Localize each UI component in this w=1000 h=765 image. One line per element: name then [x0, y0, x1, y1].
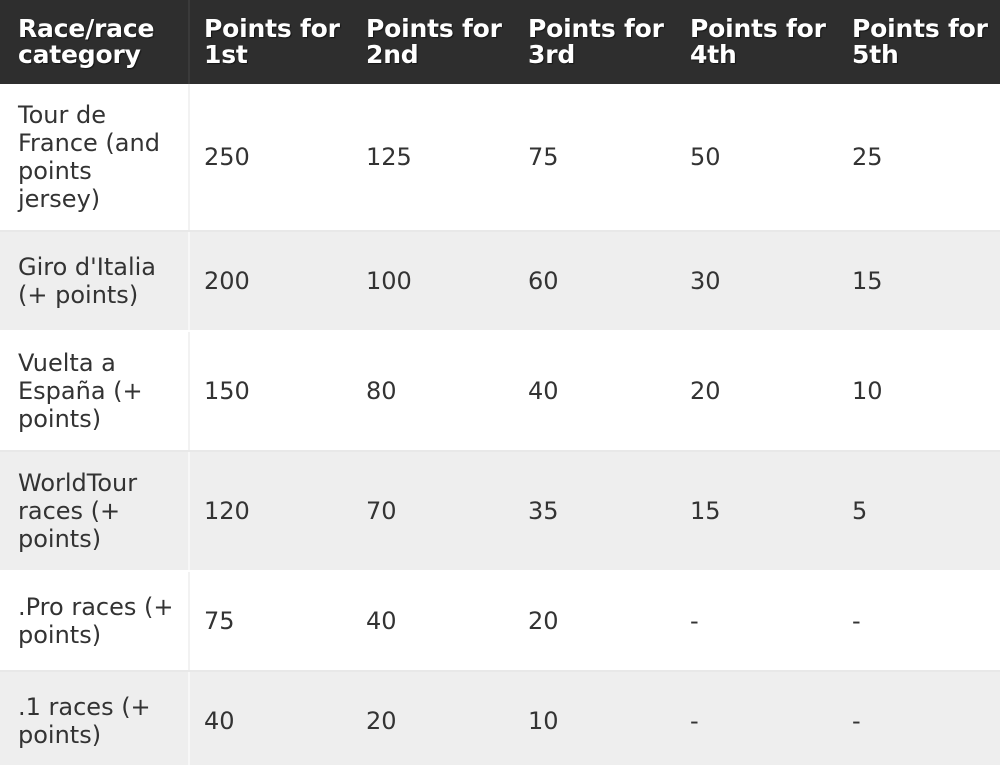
column-header-race-category: Race/race category [0, 0, 190, 84]
table-body: Tour de France (and points jersey) 250 1… [0, 84, 1000, 765]
cell-race-category: Tour de France (and points jersey) [0, 84, 190, 230]
cell-points-5th: - [852, 606, 861, 635]
cell-points-1st: 40 [204, 706, 235, 735]
cell-points-1st: 150 [204, 376, 250, 405]
column-header-points-4th: Points for 4th [690, 13, 826, 69]
column-header-points-1st: Points for 1st [204, 13, 340, 69]
cell-points-3rd: 20 [528, 606, 559, 635]
cell-points-1st: 250 [204, 142, 250, 171]
cell-points-1st: 120 [204, 496, 250, 525]
table-row: Giro d'Italia (+ points) 200 100 60 30 1… [0, 232, 1000, 332]
cell-points-1st: 75 [204, 606, 235, 635]
column-header-points-5th: Points for 5th [852, 13, 988, 69]
cell-points-5th: 15 [852, 266, 883, 295]
cell-points-5th: 25 [852, 142, 883, 171]
cell-points-2nd: 125 [366, 142, 412, 171]
cell-points-4th: - [690, 706, 699, 735]
table-row: .Pro races (+ points) 75 40 20 - - [0, 572, 1000, 672]
cell-points-4th: - [690, 606, 699, 635]
column-header-points-3rd: Points for 3rd [528, 13, 664, 69]
cell-points-3rd: 60 [528, 266, 559, 295]
cell-points-4th: 30 [690, 266, 721, 295]
cell-race-category: Giro d'Italia (+ points) [0, 232, 190, 330]
cell-race-category: .Pro races (+ points) [0, 572, 190, 670]
cell-points-3rd: 10 [528, 706, 559, 735]
table-row: Vuelta a España (+ points) 150 80 40 20 … [0, 332, 1000, 452]
cell-points-5th: 10 [852, 376, 883, 405]
cell-points-4th: 50 [690, 142, 721, 171]
cell-points-4th: 20 [690, 376, 721, 405]
cell-race-category: Vuelta a España (+ points) [0, 332, 190, 450]
table-row: Tour de France (and points jersey) 250 1… [0, 84, 1000, 232]
cell-points-5th: - [852, 706, 861, 735]
cell-race-category: .1 races (+ points) [0, 672, 190, 765]
cell-points-2nd: 100 [366, 266, 412, 295]
cell-points-4th: 15 [690, 496, 721, 525]
cell-race-category: WorldTour races (+ points) [0, 452, 190, 570]
cell-points-2nd: 40 [366, 606, 397, 635]
table-row: .1 races (+ points) 40 20 10 - - [0, 672, 1000, 765]
cell-points-3rd: 35 [528, 496, 559, 525]
column-header-points-2nd: Points for 2nd [366, 13, 502, 69]
cell-points-3rd: 75 [528, 142, 559, 171]
cell-points-5th: 5 [852, 496, 868, 525]
cell-points-2nd: 20 [366, 706, 397, 735]
cell-points-2nd: 70 [366, 496, 397, 525]
table-row: WorldTour races (+ points) 120 70 35 15 … [0, 452, 1000, 572]
cell-points-1st: 200 [204, 266, 250, 295]
table-header-row: Race/race category Points for 1st Points… [0, 0, 1000, 84]
cell-points-3rd: 40 [528, 376, 559, 405]
cell-points-2nd: 80 [366, 376, 397, 405]
